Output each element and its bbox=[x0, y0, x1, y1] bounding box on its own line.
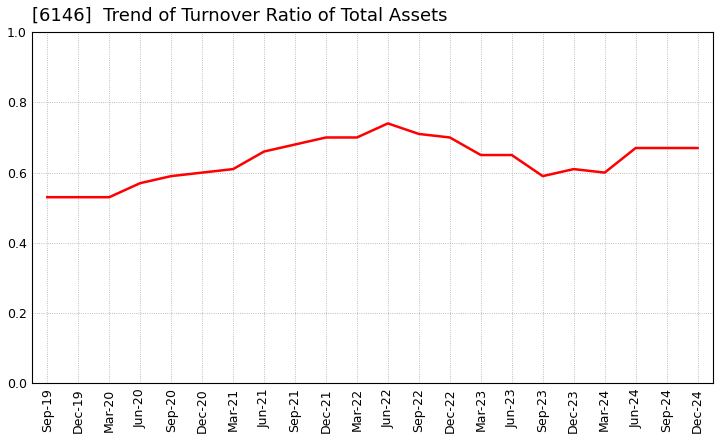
Text: [6146]  Trend of Turnover Ratio of Total Assets: [6146] Trend of Turnover Ratio of Total … bbox=[32, 7, 447, 25]
